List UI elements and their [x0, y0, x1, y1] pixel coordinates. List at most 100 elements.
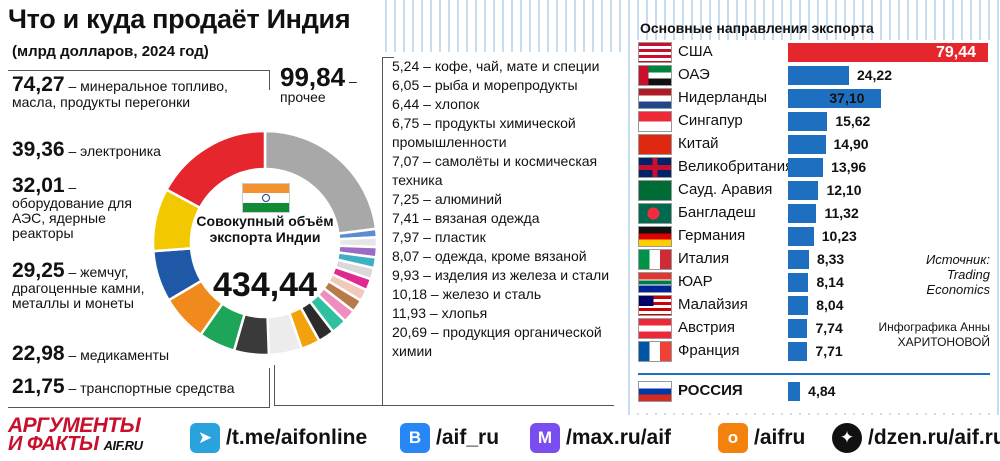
label-electronics: 39,36 – электроника — [12, 138, 161, 161]
bar-category-label: Нидерланды — [678, 89, 768, 106]
bar-value-label: 8,14 — [816, 274, 844, 290]
bar-value-label: 37,10 — [829, 90, 865, 106]
bar-row-сингапур: Сингапур 15,62 — [638, 110, 990, 132]
brand-domain: AIF.RU — [103, 438, 143, 453]
small-category-dash: – — [419, 115, 435, 131]
footer: АРГУМЕНТЫ И ФАКТЫ AIF.RU ➤ /t.me/aifonlin… — [0, 415, 1000, 461]
bracket-small-list — [382, 57, 394, 405]
social-link-text: /dzen.ru/aif.ru — [868, 426, 1000, 449]
bar-row-великобритания: Великобритания 13,96 — [638, 156, 990, 178]
bar-германия — [788, 227, 814, 246]
social-link-text: /aifru — [754, 426, 806, 449]
label-pearls-value: 29,25 — [12, 259, 65, 282]
small-category-label: алюминий — [434, 191, 502, 207]
flag-франция-icon — [638, 341, 672, 362]
export-donut-chart — [151, 129, 379, 357]
bar-category-label: Италия — [678, 250, 730, 267]
small-category-item: 6,75 – продукты химической промышленност… — [392, 114, 620, 152]
credit-note: Инфографика Анны ХАРИТОНОВОЙ — [878, 320, 990, 349]
flag-юар-icon — [638, 272, 672, 293]
bar-category-label: Сауд. Аравия — [678, 181, 773, 198]
small-category-item: 8,07 – одежда, кроме вязаной — [392, 247, 620, 266]
bar-category-label: Великобритания — [678, 158, 794, 175]
donut-center-label: Совокупный объём экспорта Индии — [196, 213, 334, 245]
russia-separator — [638, 373, 990, 375]
label-other: 99,84 – прочее — [280, 62, 357, 105]
small-category-item: 7,25 – алюминий — [392, 190, 620, 209]
bar-великобритания — [788, 158, 824, 177]
small-category-dash: – — [419, 58, 435, 74]
bar-row-франция: Франция 7,71 — [638, 340, 990, 362]
small-category-dash: – — [419, 210, 435, 226]
small-category-label: хлопок — [434, 96, 480, 112]
brand-line1: АРГУМЕНТЫ — [8, 414, 141, 437]
bar-row-бангладеш: Бангладеш 11,32 — [638, 202, 990, 224]
bar-франция — [788, 342, 808, 361]
bar-value-label: 15,62 — [835, 113, 871, 129]
vk-icon: B — [400, 423, 430, 453]
label-meds-value: 22,98 — [12, 342, 65, 365]
small-category-item: 11,93 – хлопья — [392, 304, 620, 323]
bar-category-label: Китай — [678, 135, 719, 152]
label-nuclear-value: 32,01 — [12, 174, 65, 197]
aif-logo[interactable]: АРГУМЕНТЫ И ФАКТЫ AIF.RU — [8, 414, 143, 455]
flag-великобритания-icon — [638, 157, 672, 178]
bar-value-label: 8,04 — [816, 297, 844, 313]
bar-row-юар: ЮАР 8,14 — [638, 271, 990, 293]
bracket-left-top — [8, 70, 270, 90]
odnoklassniki-icon: o — [718, 423, 748, 453]
small-category-item: 5,24 – кофе, чай, мате и специи — [392, 57, 620, 76]
flag-россия-icon — [638, 381, 672, 402]
small-category-label: изделия из железа и стали — [434, 267, 610, 283]
bar-value-label: 10,23 — [821, 228, 857, 244]
bar-category-label: Германия — [678, 227, 746, 244]
small-category-item: 20,69 – продукция органической химии — [392, 323, 620, 361]
flag-сингапур-icon — [638, 111, 672, 132]
bar-value-label: 79,44 — [936, 44, 977, 61]
bracket-left-bottom — [8, 407, 270, 408]
source-note: Источник: Trading Economics — [926, 252, 990, 297]
bar-chart-title: Основные направления экспорта — [640, 20, 874, 36]
bar-россия — [788, 382, 801, 401]
social-link-text: /t.me/aifonline — [226, 426, 368, 449]
small-category-label: кофе, чай, мате и специи — [434, 58, 600, 74]
small-category-label: пластик — [434, 229, 486, 245]
bar-китай — [788, 135, 826, 154]
small-category-label: продукция органической химии — [392, 324, 602, 359]
flag-италия-icon — [638, 249, 672, 270]
label-pearls: 29,25 – жемчуг, драгоценные камни, метал… — [12, 259, 145, 311]
small-category-value: 6,44 — [392, 96, 420, 112]
small-category-dash: – — [419, 77, 435, 93]
bar-category-label: РОССИЯ — [678, 382, 743, 399]
small-category-value: 8,07 — [392, 248, 420, 264]
bar-row-нидерланды: Нидерланды 37,10 — [638, 87, 990, 109]
flag-нидерланды-icon — [638, 88, 672, 109]
label-meds-text: медикаменты — [80, 347, 170, 363]
small-category-value: 7,41 — [392, 210, 420, 226]
bar-value-label: 11,32 — [824, 205, 859, 221]
small-category-item: 7,07 – самолёты и космическая техника — [392, 152, 620, 190]
small-category-dash: – — [427, 286, 443, 302]
small-category-dash: – — [419, 229, 435, 245]
bar-category-label: Австрия — [678, 319, 736, 336]
middle-white-area — [383, 52, 623, 415]
bar-row-сауд-аравия: Сауд. Аравия 12,10 — [638, 179, 990, 201]
flag-сауд-аравия-icon — [638, 180, 672, 201]
small-category-item: 10,18 – железо и сталь — [392, 285, 620, 304]
label-other-value: 99,84 — [280, 62, 346, 92]
bar-value-label: 8,33 — [816, 251, 845, 267]
bar-row-россия: РОССИЯ 4,84 — [638, 380, 990, 402]
label-transport-text: транспортные средства — [80, 380, 235, 396]
donut-segment-19 — [164, 129, 267, 210]
small-category-value: 7,97 — [392, 229, 420, 245]
bar-category-label: Франция — [678, 342, 740, 359]
bar-row-малайзия: Малайзия 8,04 — [638, 294, 990, 316]
label-transport: 21,75 – транспортные средства — [12, 375, 235, 398]
donut-center-value: 434,44 — [213, 266, 317, 304]
flag-оаэ-icon — [638, 65, 672, 86]
bar-value-label: 7,74 — [815, 320, 843, 336]
india-flag-icon — [242, 183, 290, 213]
label-nuclear-text: оборудование для АЭС, ядерные реакторы — [12, 195, 132, 241]
small-category-dash: – — [427, 324, 443, 340]
bar-value-label: 12,10 — [826, 182, 862, 198]
